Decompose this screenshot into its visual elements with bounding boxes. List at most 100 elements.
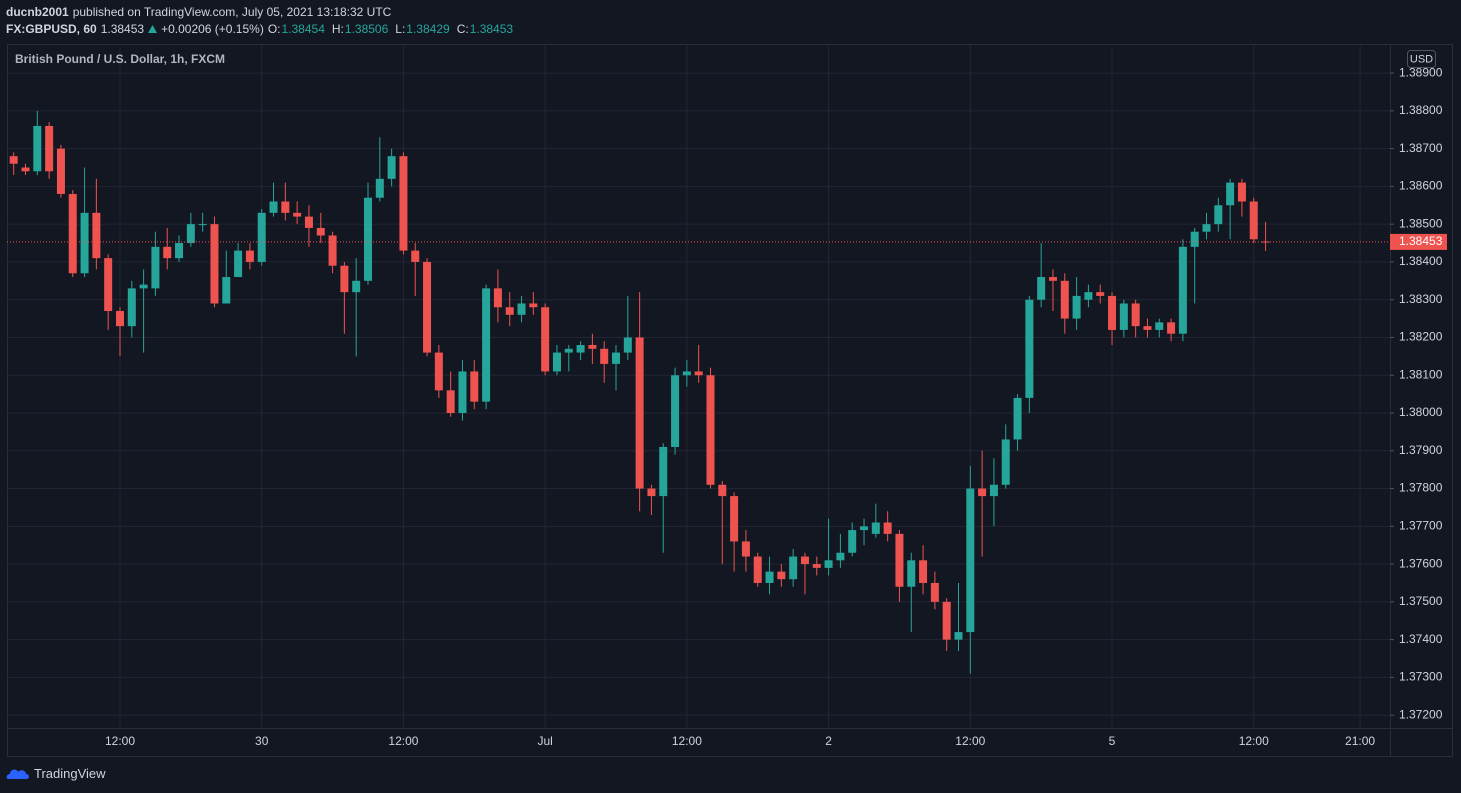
chart-title: British Pound / U.S. Dollar, 1h, FXCM [15, 52, 225, 66]
candle-body [127, 288, 136, 327]
ohlc-value: 1.38429 [406, 22, 450, 36]
publish-line: ducnb2001 published on TradingView.com, … [6, 5, 391, 19]
candle-body [364, 197, 372, 281]
candle-body [434, 352, 443, 391]
candle-body [635, 337, 644, 489]
y-tick-label: 1.37600 [1399, 556, 1443, 570]
candle-body [1060, 280, 1069, 319]
candle-body [186, 224, 195, 244]
candle-body [175, 243, 184, 259]
ohlc: O: 1.38454 H: 1.38506 L: 1.38429 C: 1.38453 [268, 22, 516, 36]
y-tick-label: 1.37700 [1399, 518, 1443, 532]
x-tick-label: 12:00 [672, 734, 702, 748]
candle-body [210, 224, 219, 304]
x-tick-label: 12:00 [388, 734, 418, 748]
up-arrow [148, 25, 158, 33]
candle-body [529, 303, 538, 308]
candle-body [730, 496, 739, 542]
candle-body [340, 265, 349, 293]
candle-body [612, 352, 621, 364]
x-tick-label: Jul [537, 734, 552, 748]
x-tick-label: 12:00 [1239, 734, 1269, 748]
y-tick-label: 1.38100 [1399, 367, 1443, 381]
brand: TradingView [34, 765, 106, 781]
candle-body [1214, 205, 1223, 225]
last: 1.38453 [100, 22, 145, 36]
candle-body [505, 307, 514, 315]
candle-body [1261, 241, 1270, 243]
candle-body [1237, 182, 1246, 202]
candle-body [80, 212, 89, 274]
candle-body [293, 212, 302, 217]
candle-body [1143, 326, 1152, 330]
candle-body [895, 533, 904, 587]
candle-body [860, 526, 869, 531]
candle-body [281, 201, 290, 213]
candle-body [234, 250, 243, 278]
x-tick-label: 12:00 [105, 734, 135, 748]
ohlc-value: 1.38454 [281, 22, 325, 36]
y-tick-label: 1.37500 [1399, 594, 1443, 608]
candle-body [1072, 295, 1081, 319]
y-tick-label: 1.38400 [1399, 254, 1443, 268]
candle-body [1131, 303, 1140, 327]
candle-body [423, 261, 432, 353]
y-tick-label: 1.38700 [1399, 141, 1443, 155]
candle-body [482, 288, 491, 402]
candle-body [375, 178, 384, 198]
candle-body [989, 484, 998, 497]
candle-body [316, 227, 325, 236]
candle-body [836, 552, 845, 561]
y-tick-label: 1.38900 [1399, 65, 1443, 79]
candle-body [552, 352, 561, 372]
candle-body [399, 156, 408, 251]
candle-body [600, 348, 609, 364]
candle-body [1108, 295, 1117, 330]
candle-body [68, 193, 77, 274]
y-tick-label: 1.38800 [1399, 103, 1443, 117]
candle-body [1084, 292, 1093, 300]
candle-body [1001, 439, 1010, 485]
ohlc-value: 1.38453 [469, 22, 514, 36]
candle-body [966, 488, 975, 633]
change: +0.00206 (+0.15%) [161, 22, 264, 36]
candle-body [978, 488, 987, 497]
candle-body [33, 125, 42, 172]
candle-body [1226, 182, 1235, 206]
x-tick-label: 5 [1109, 734, 1116, 748]
candle-body [1048, 277, 1057, 281]
user: ducnb2001 [6, 5, 69, 19]
candle-body [623, 337, 632, 353]
x-tick-label: 21:00 [1345, 734, 1375, 748]
candle-body [1119, 303, 1128, 330]
y-tick-label: 1.37400 [1399, 632, 1443, 646]
candle-body [1013, 397, 1022, 440]
ohlc-label: L: [395, 22, 406, 36]
candle-body [576, 345, 585, 353]
y-tick-label: 1.37300 [1399, 670, 1443, 684]
y-tick-label: 1.38000 [1399, 405, 1443, 419]
candle-body [245, 250, 254, 262]
candle-body [1025, 299, 1034, 398]
y-tick-label: 1.38500 [1399, 216, 1443, 230]
candle-body [647, 488, 656, 497]
currency-box [1407, 50, 1436, 68]
candle-body [800, 556, 809, 565]
candle-body [493, 288, 502, 308]
logo [6, 769, 30, 779]
candle-body [1202, 224, 1211, 232]
published: published on TradingView.com, July 05, 2… [72, 5, 392, 19]
candle-body [871, 522, 880, 534]
symbol-line: FX:GBPUSD, 60 1.38453 +0.00206 (+0.15%) … [6, 22, 516, 36]
x-tick-label: 30 [255, 734, 269, 748]
candle-body [151, 246, 160, 289]
candle-body [1096, 292, 1105, 296]
y-tick-label: 1.37800 [1399, 481, 1443, 495]
y-tick-label: 1.38200 [1399, 330, 1443, 344]
candle-body [328, 235, 337, 266]
pane [7, 44, 1453, 757]
candle-body [304, 216, 313, 228]
candle-body [517, 303, 526, 315]
